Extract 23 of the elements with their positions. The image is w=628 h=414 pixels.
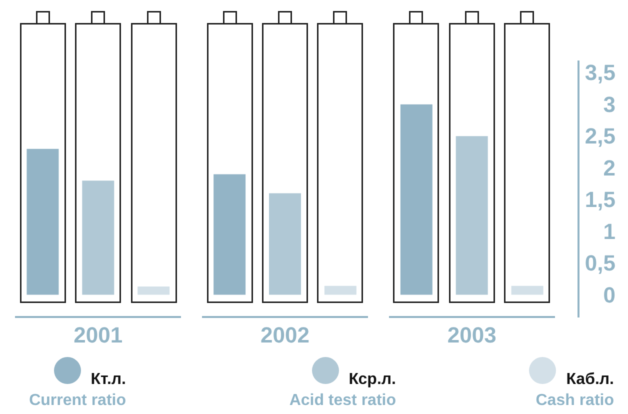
bar bbox=[511, 286, 544, 295]
x-tick-label: 2002 bbox=[260, 322, 310, 348]
y-tick-label: 0,5 bbox=[584, 250, 616, 276]
y-tick-label: 1,5 bbox=[584, 187, 616, 212]
bar bbox=[400, 104, 432, 295]
bar bbox=[138, 286, 170, 295]
bar bbox=[26, 148, 59, 295]
y-tick-label: 1 bbox=[603, 218, 616, 244]
x-tick-label: 2003 bbox=[447, 322, 496, 348]
y-tick-label: 3 bbox=[603, 92, 616, 117]
bar bbox=[456, 136, 488, 295]
y-tick-label: 2,5 bbox=[584, 124, 616, 149]
bar bbox=[214, 174, 246, 295]
bar bbox=[269, 193, 301, 295]
legend-label: Каб.л. Cash ratio bbox=[536, 371, 614, 410]
bar bbox=[324, 286, 356, 295]
legend-label: Кср.л. Acid test ratio bbox=[289, 371, 396, 410]
y-tick-label: 3,5 bbox=[584, 60, 616, 86]
x-tick-label: 2001 bbox=[74, 322, 123, 348]
bar bbox=[82, 180, 114, 295]
legend-label: Кт.л. Current ratio bbox=[29, 371, 126, 410]
y-tick-label: 2 bbox=[603, 155, 616, 180]
y-tick-label: 0 bbox=[603, 282, 616, 308]
